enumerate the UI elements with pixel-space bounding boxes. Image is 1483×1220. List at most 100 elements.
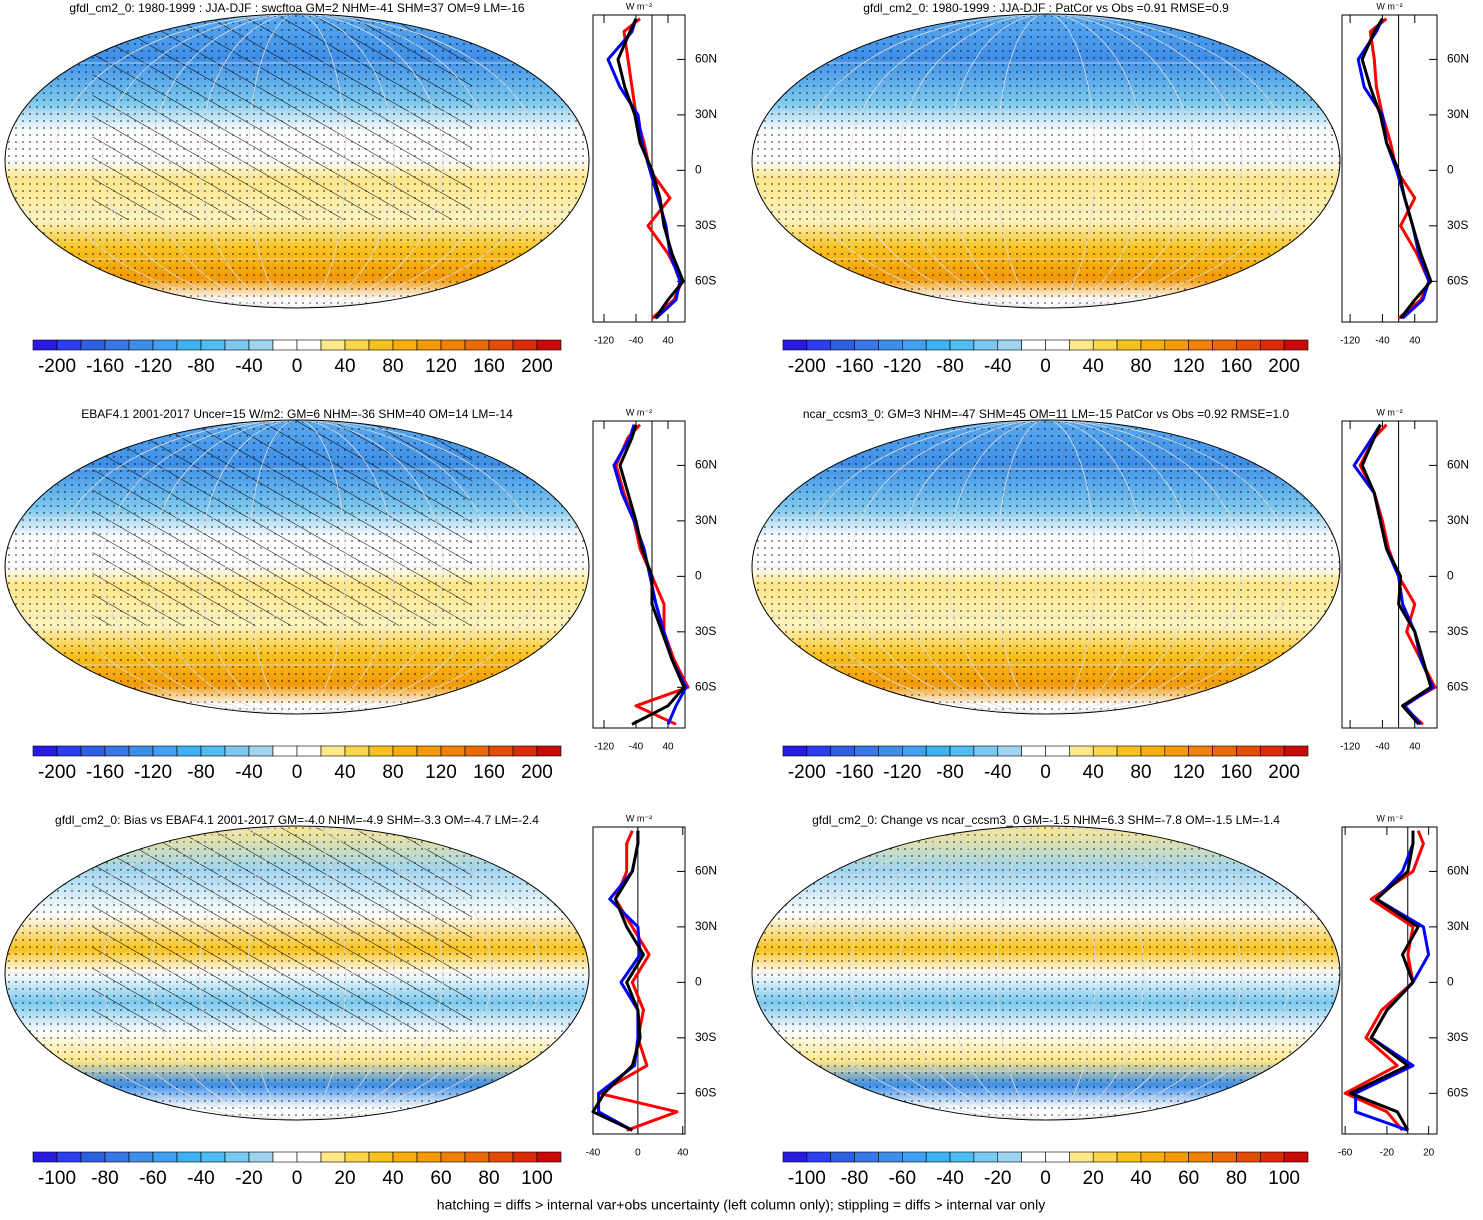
profile-frame	[1341, 420, 1438, 729]
colorbar-label: -40	[936, 1168, 963, 1189]
graticule	[849, 14, 1243, 308]
colorbar-box	[512, 339, 538, 351]
colorbar-label: -200	[38, 356, 76, 377]
colorbar-label: 120	[425, 762, 457, 783]
zonal-line	[1356, 18, 1431, 320]
y-tick-label: 60S	[1447, 273, 1468, 287]
colorbar-box	[320, 1151, 346, 1163]
colorbar-box	[1116, 339, 1142, 351]
x-tick-label: -120	[594, 742, 614, 753]
colorbar-box	[925, 339, 951, 351]
y-tick-label: 60N	[695, 52, 717, 66]
colorbar-label: 160	[1221, 762, 1253, 783]
y-tick-label: 60N	[695, 458, 717, 472]
colorbar-box	[1021, 745, 1046, 757]
colorbar-label: -40	[235, 356, 262, 377]
colorbar-box	[1259, 1151, 1285, 1163]
zonal-line	[618, 424, 686, 726]
zonal-line	[622, 17, 684, 320]
colorbar-box	[392, 745, 418, 757]
colorbar-box	[320, 745, 346, 757]
colorbar-box	[1164, 745, 1189, 757]
graticule	[150, 826, 444, 1120]
y-tick-label: 0	[1447, 163, 1454, 177]
colorbar-box	[368, 745, 394, 757]
x-tick-label: 40	[662, 742, 674, 753]
colorbar-box	[878, 745, 903, 757]
colorbar-label: -160	[836, 356, 874, 377]
map-border	[4, 13, 590, 309]
colorbar-label: -160	[86, 762, 124, 783]
colorbar-box	[248, 1151, 274, 1163]
colorbar-box	[56, 1151, 82, 1163]
colorbar-box	[1045, 1151, 1070, 1163]
colorbar-box	[902, 1151, 927, 1163]
zonal-line	[1368, 17, 1431, 320]
footnote: hatching = diffs > internal var+obs unce…	[437, 1197, 1045, 1213]
y-tick-label: 60N	[1447, 864, 1469, 878]
map-border	[751, 13, 1341, 309]
colorbar-box	[1140, 1151, 1166, 1163]
map-field	[5, 826, 589, 1120]
x-tick-label: 40	[677, 1148, 689, 1159]
graticule	[800, 14, 1292, 308]
colorbar-box	[925, 1151, 951, 1163]
graticule	[53, 14, 541, 308]
panel: gfdl_cm2_0: Change vs ncar_ccsm3_0 GM=-1…	[751, 813, 1469, 1189]
colorbar-box	[1021, 1151, 1046, 1163]
y-tick-label: 60S	[695, 273, 716, 287]
profile-frame	[592, 826, 686, 1135]
colorbar-box	[464, 745, 490, 757]
graticule	[101, 826, 493, 1120]
colorbar-label: 100	[521, 1168, 553, 1189]
colorbar-box	[80, 745, 106, 757]
colorbar-box	[200, 745, 226, 757]
hatching	[92, 420, 473, 626]
colorbar-box	[344, 745, 370, 757]
unit-label: W m⁻²	[626, 813, 652, 823]
colorbar-label: 0	[292, 356, 303, 377]
colorbar-box	[1236, 1151, 1261, 1163]
x-tick-label: 20	[1423, 1148, 1435, 1159]
colorbar-label: 0	[292, 1168, 303, 1189]
colorbar-label: 120	[1173, 356, 1205, 377]
colorbar-label: 0	[1040, 1168, 1051, 1189]
colorbar-box	[997, 1151, 1022, 1163]
colorbar-label: 20	[334, 1168, 355, 1189]
colorbar-box	[200, 339, 226, 351]
zonal-line	[606, 18, 682, 320]
colorbar-box	[176, 1151, 202, 1163]
colorbar-box	[1212, 339, 1237, 351]
colorbar-box	[854, 745, 879, 757]
unit-label: W m⁻²	[626, 1, 652, 11]
colorbar-label: -100	[38, 1168, 76, 1189]
colorbar-box	[248, 339, 274, 351]
colorbar-label: 40	[1083, 762, 1104, 783]
colorbar-box	[104, 339, 130, 351]
colorbar-label: -40	[984, 762, 1011, 783]
hatching	[92, 826, 473, 1032]
x-tick-label: -40	[629, 336, 644, 347]
colorbar-label: 0	[1040, 356, 1051, 377]
y-tick-label: 0	[695, 569, 702, 583]
colorbar-box	[272, 1151, 298, 1163]
colorbar-box	[806, 745, 832, 757]
x-tick-label: -20	[1380, 1148, 1395, 1159]
graticule	[101, 420, 493, 714]
panel-title: gfdl_cm2_0: Bias vs EBAF4.1 2001-2017 GM…	[55, 813, 539, 827]
colorbar-label: 80	[478, 1168, 499, 1189]
colorbar-box	[224, 339, 250, 351]
graticule	[53, 826, 541, 1120]
colorbar-label: 120	[425, 356, 457, 377]
colorbar-box	[997, 339, 1022, 351]
colorbar-box	[32, 339, 58, 351]
colorbar-label: 80	[1130, 762, 1151, 783]
zonal-line	[591, 830, 645, 1132]
colorbar-box	[368, 1151, 394, 1163]
y-tick-label: 0	[695, 163, 702, 177]
x-tick-label: -120	[1340, 742, 1360, 753]
y-tick-label: 0	[695, 975, 702, 989]
colorbar-box	[32, 745, 58, 757]
graticule	[800, 420, 1292, 714]
